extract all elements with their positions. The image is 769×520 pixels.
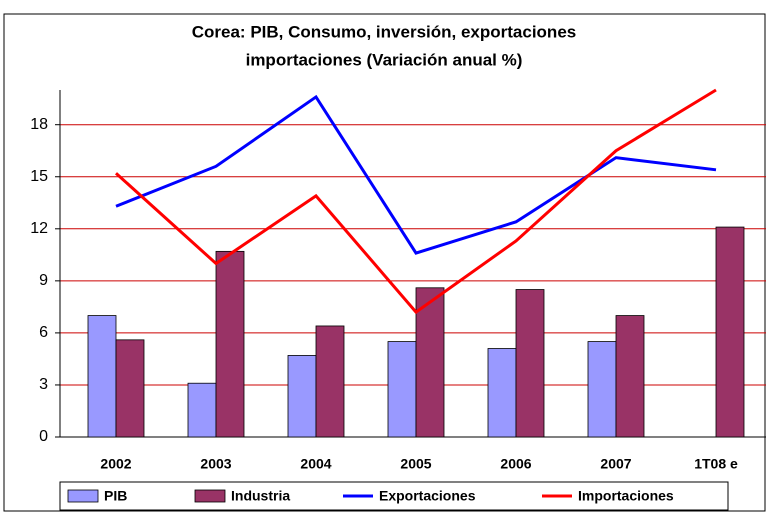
x-tick-label: 2005 [400, 456, 431, 472]
chart-title: importaciones (Variación anual %) [246, 50, 523, 69]
bar [715, 226, 745, 438]
legend-frame [59, 481, 729, 511]
bar [115, 339, 145, 438]
line [114, 88, 717, 315]
chart-title: Corea: PIB, Consumo, inversión, exportac… [192, 22, 576, 41]
x-tick-label: 2004 [300, 456, 331, 472]
bar [87, 315, 117, 438]
legend-label: PIB [104, 488, 127, 504]
bar [415, 287, 445, 438]
x-tick-label: 2003 [200, 456, 231, 472]
bar [315, 325, 345, 438]
y-tick-label: 3 [39, 376, 48, 393]
bar [287, 355, 317, 438]
legend-label: Exportaciones [379, 488, 476, 504]
line [115, 94, 717, 255]
bar [487, 348, 517, 438]
bar [187, 382, 217, 438]
x-tick-label: 2002 [100, 456, 131, 472]
y-tick-label: 18 [30, 116, 48, 133]
legend-label: Importaciones [578, 488, 674, 504]
y-tick-label: 9 [39, 272, 48, 289]
bar [587, 341, 617, 438]
bar [515, 289, 545, 438]
bar [387, 341, 417, 438]
bar [615, 315, 645, 438]
y-tick-label: 6 [39, 324, 48, 341]
y-tick-label: 0 [39, 428, 48, 445]
legend-swatch [194, 489, 226, 503]
y-tick-label: 15 [30, 168, 48, 185]
x-tick-label: 2006 [500, 456, 531, 472]
legend-swatch [67, 489, 99, 503]
x-tick-label: 2007 [600, 456, 631, 472]
bar [215, 250, 245, 438]
legend-label: Industria [231, 488, 290, 504]
y-tick-label: 12 [30, 220, 48, 237]
x-tick-label: 1T08 e [694, 456, 738, 472]
